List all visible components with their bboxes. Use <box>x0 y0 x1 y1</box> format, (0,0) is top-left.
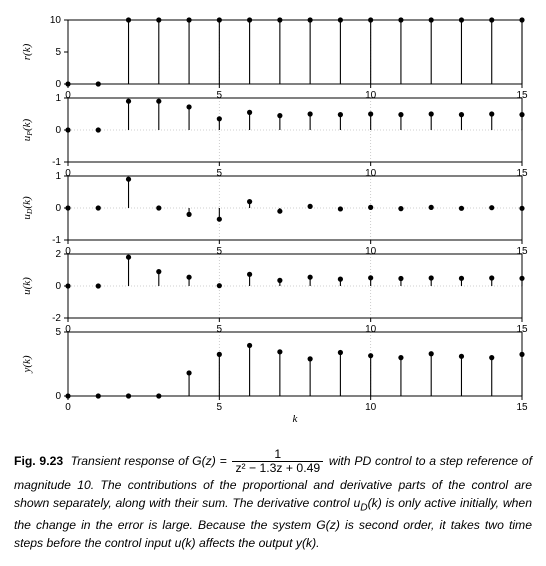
svg-text:0: 0 <box>65 402 71 413</box>
yk: y(k) <box>296 536 316 550</box>
svg-text:uP(k): uP(k) <box>21 118 34 141</box>
uk: u(k) <box>175 536 196 550</box>
svg-text:u(k): u(k) <box>21 277 33 295</box>
svg-text:5: 5 <box>217 324 223 335</box>
svg-text:10: 10 <box>365 324 377 335</box>
svg-text:5: 5 <box>217 246 223 257</box>
caption-mid3: affects the output <box>196 536 296 550</box>
svg-text:5: 5 <box>217 90 223 101</box>
svg-text:10: 10 <box>365 246 377 257</box>
svg-text:5: 5 <box>55 47 61 58</box>
svg-text:0: 0 <box>55 125 61 136</box>
fig-number: Fig. 9.23 <box>14 454 63 468</box>
svg-text:-2: -2 <box>52 313 61 324</box>
svg-text:1: 1 <box>55 171 61 182</box>
svg-text:-1: -1 <box>52 235 61 246</box>
ud-arg: (k) <box>368 496 382 510</box>
svg-text:y(k): y(k) <box>21 355 33 373</box>
stem-plot-figure: 0510051015r(k)-101051015uP(k)-101051015u… <box>14 14 532 430</box>
svg-text:k: k <box>293 413 299 425</box>
svg-text:0: 0 <box>55 391 61 402</box>
svg-text:10: 10 <box>365 90 377 101</box>
svg-text:-1: -1 <box>52 157 61 168</box>
svg-text:5: 5 <box>217 168 223 179</box>
figure-caption: Fig. 9.23 Transient response of G(z) = 1… <box>14 448 532 552</box>
fraction: 1z² − 1.3z + 0.49 <box>232 448 323 476</box>
svg-text:5: 5 <box>217 402 223 413</box>
svg-text:5: 5 <box>55 327 61 338</box>
svg-text:1: 1 <box>55 93 61 104</box>
svg-text:15: 15 <box>516 402 528 413</box>
svg-text:uD(k): uD(k) <box>21 196 34 220</box>
svg-text:2: 2 <box>55 249 61 260</box>
eq-lhs: G(z) = <box>192 454 230 468</box>
svg-text:0: 0 <box>55 203 61 214</box>
ud-sub: D <box>360 503 367 514</box>
svg-text:10: 10 <box>365 168 377 179</box>
svg-text:r(k): r(k) <box>21 43 33 60</box>
svg-text:10: 10 <box>50 15 62 26</box>
caption-pre-eq: Transient response of <box>71 454 192 468</box>
gz: G(z) <box>316 518 340 532</box>
caption-end: . <box>316 536 319 550</box>
svg-text:10: 10 <box>365 402 377 413</box>
svg-text:0: 0 <box>55 281 61 292</box>
svg-text:0: 0 <box>55 79 61 90</box>
